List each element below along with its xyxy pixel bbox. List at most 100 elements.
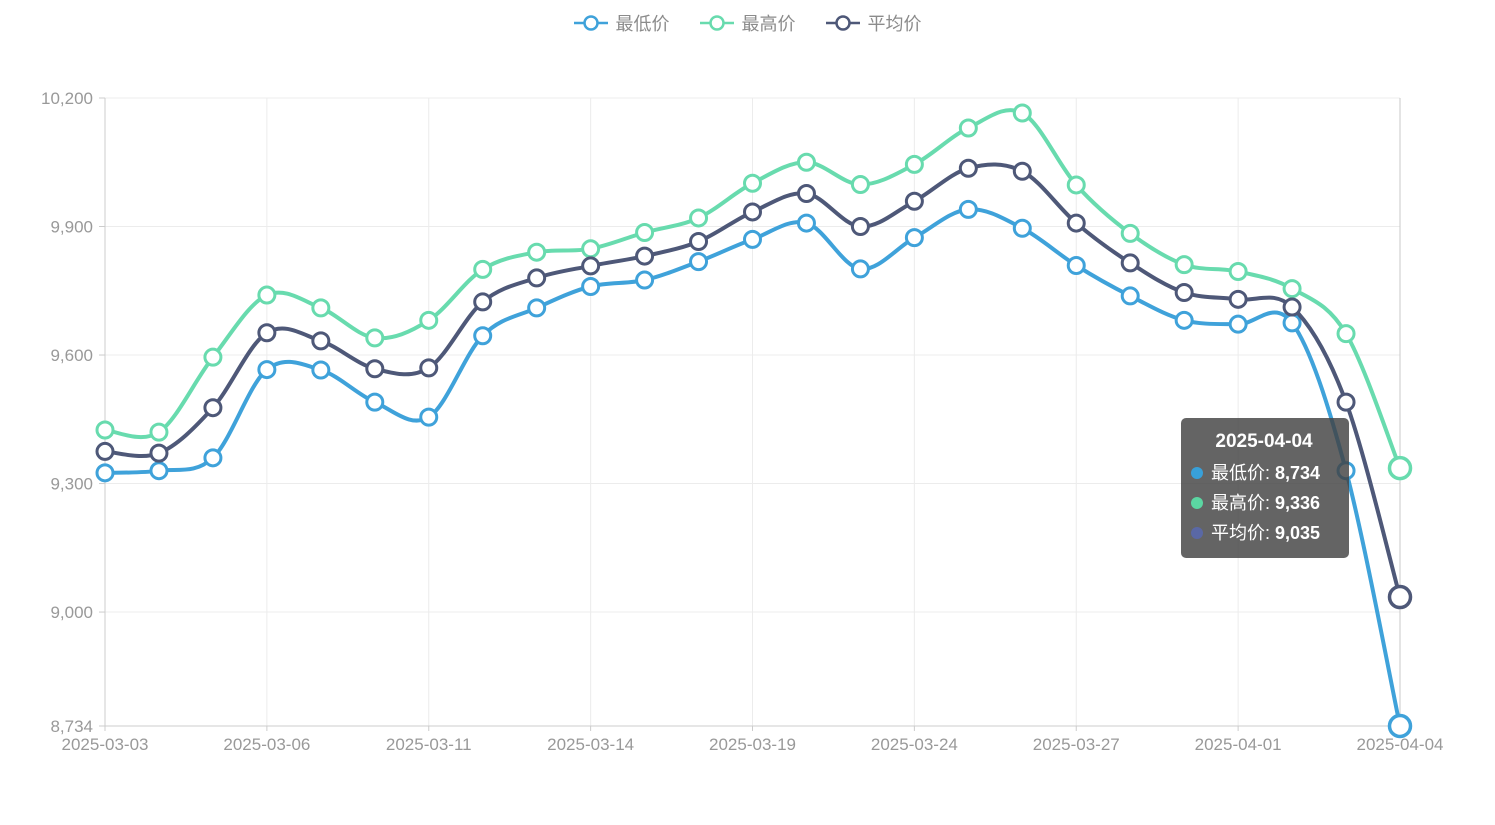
x-axis-label: 2025-03-11 (386, 735, 472, 754)
data-point-最低价-2025-03-05[interactable] (203, 448, 223, 468)
data-point-平均价-2025-03-31[interactable] (1174, 282, 1194, 302)
data-point-平均价-2025-03-17[interactable] (635, 246, 655, 266)
data-point-平均价-2025-03-13[interactable] (527, 268, 547, 288)
x-axis-label: 2025-04-01 (1195, 735, 1282, 754)
data-point-最高价-2025-04-04[interactable] (1387, 455, 1413, 481)
data-point-最低价-2025-04-04[interactable] (1387, 713, 1413, 739)
data-point-平均价-2025-03-07[interactable] (311, 331, 331, 351)
data-point-最低价-2025-03-11[interactable] (419, 407, 439, 427)
data-point-平均价-2025-03-05[interactable] (203, 398, 223, 418)
line-marker-icon (573, 15, 608, 31)
y-axis-label: 9,600 (50, 346, 93, 365)
data-point-最高价-2025-03-03[interactable] (95, 420, 115, 440)
data-point-最低价-2025-03-25[interactable] (958, 199, 978, 219)
data-point-平均价-2025-03-18[interactable] (689, 232, 709, 252)
data-point-最低价-2025-03-17[interactable] (635, 270, 655, 290)
x-axis-label: 2025-04-04 (1357, 735, 1444, 754)
data-point-最高价-2025-03-17[interactable] (635, 223, 655, 243)
data-point-最低价-2025-03-19[interactable] (743, 229, 762, 249)
legend-label: 最低价 (615, 14, 670, 34)
legend-label: 最高价 (741, 14, 796, 34)
data-point-最低价-2025-03-10[interactable] (365, 392, 385, 412)
data-point-最高价-2025-03-21[interactable] (850, 175, 870, 195)
data-point-最高价-2025-03-24[interactable] (904, 154, 924, 174)
data-point-最高价-2025-04-01[interactable] (1228, 261, 1248, 281)
line-marker-icon (699, 15, 734, 31)
data-point-平均价-2025-03-12[interactable] (473, 292, 493, 312)
data-point-平均价-2025-03-14[interactable] (581, 256, 601, 276)
legend-circle (834, 15, 851, 31)
data-point-平均价-2025-03-10[interactable] (365, 359, 385, 379)
data-point-最高价-2025-03-27[interactable] (1066, 175, 1086, 195)
data-point-平均价-2025-04-03[interactable] (1336, 392, 1356, 412)
x-axis-label: 2025-03-19 (709, 735, 796, 754)
data-point-最高价-2025-03-06[interactable] (257, 285, 277, 305)
data-point-最低价-2025-03-04[interactable] (149, 461, 169, 481)
data-point-最低价-2025-04-01[interactable] (1228, 314, 1248, 334)
legend-item-min-price[interactable]: 最低价 (573, 10, 670, 36)
data-point-平均价-2025-03-24[interactable] (904, 191, 924, 211)
data-point-最高价-2025-03-19[interactable] (743, 173, 762, 193)
data-point-最低价-2025-03-21[interactable] (850, 259, 870, 279)
data-point-最高价-2025-03-11[interactable] (419, 310, 439, 330)
data-point-最高价-2025-03-13[interactable] (527, 242, 547, 262)
data-point-最低价-2025-03-13[interactable] (527, 298, 547, 318)
data-point-最低价-2025-03-18[interactable] (689, 252, 709, 272)
data-point-最低价-2025-04-03[interactable] (1336, 461, 1356, 481)
data-point-平均价-2025-03-21[interactable] (850, 217, 870, 237)
data-point-平均价-2025-03-19[interactable] (743, 202, 762, 222)
data-point-最高价-2025-03-07[interactable] (311, 298, 331, 318)
y-axis-label: 9,000 (50, 603, 93, 622)
data-point-最高价-2025-03-05[interactable] (203, 347, 223, 367)
data-point-平均价-2025-04-01[interactable] (1228, 289, 1248, 309)
data-point-最高价-2025-03-26[interactable] (1012, 103, 1032, 123)
data-point-最低价-2025-03-28[interactable] (1120, 286, 1140, 306)
data-point-平均价-2025-03-25[interactable] (958, 158, 978, 178)
legend-circle (708, 15, 725, 31)
data-point-平均价-2025-04-02[interactable] (1282, 297, 1302, 317)
legend-item-avg-price[interactable]: 平均价 (825, 10, 922, 36)
data-point-最高价-2025-04-02[interactable] (1282, 279, 1302, 299)
data-point-平均价-2025-03-20[interactable] (796, 184, 816, 204)
data-point-平均价-2025-04-04[interactable] (1387, 584, 1413, 610)
data-point-最低价-2025-03-31[interactable] (1174, 310, 1194, 330)
x-axis-label: 2025-03-27 (1033, 735, 1120, 754)
data-point-最高价-2025-03-04[interactable] (149, 422, 169, 442)
data-point-最高价-2025-03-10[interactable] (365, 328, 385, 348)
data-point-平均价-2025-03-03[interactable] (95, 441, 115, 461)
data-point-最低价-2025-03-24[interactable] (904, 228, 924, 248)
data-point-平均价-2025-03-11[interactable] (419, 358, 439, 378)
data-point-最低价-2025-04-02[interactable] (1282, 313, 1302, 333)
data-point-最低价-2025-03-14[interactable] (581, 276, 601, 296)
data-point-最高价-2025-03-12[interactable] (473, 259, 493, 279)
data-point-最高价-2025-03-20[interactable] (796, 152, 816, 172)
data-point-最低价-2025-03-03[interactable] (95, 463, 115, 483)
data-point-最高价-2025-03-18[interactable] (689, 208, 709, 228)
data-point-最低价-2025-03-07[interactable] (311, 360, 331, 380)
legend-circle (582, 15, 599, 31)
data-point-最高价-2025-03-25[interactable] (958, 118, 978, 138)
data-point-最低价-2025-03-26[interactable] (1012, 218, 1032, 238)
data-point-最低价-2025-03-20[interactable] (796, 213, 816, 233)
data-point-最低价-2025-03-06[interactable] (257, 360, 277, 380)
x-axis-label: 2025-03-24 (871, 735, 958, 754)
legend: 最低价 最高价 平均价 (0, 10, 1495, 36)
data-point-平均价-2025-03-06[interactable] (257, 323, 277, 343)
data-point-平均价-2025-03-26[interactable] (1012, 161, 1032, 181)
legend-item-max-price[interactable]: 最高价 (699, 10, 796, 36)
data-point-最高价-2025-03-14[interactable] (581, 239, 601, 259)
data-point-最高价-2025-03-28[interactable] (1120, 223, 1140, 243)
x-axis-label: 2025-03-03 (62, 735, 149, 754)
x-axis-label: 2025-03-06 (223, 735, 310, 754)
y-axis-label: 8,734 (50, 717, 93, 736)
y-axis-label: 9,900 (50, 218, 93, 237)
data-point-最高价-2025-04-03[interactable] (1336, 324, 1356, 344)
data-point-平均价-2025-03-04[interactable] (149, 443, 169, 463)
data-point-最低价-2025-03-27[interactable] (1066, 255, 1086, 275)
data-point-最低价-2025-03-12[interactable] (473, 326, 493, 346)
data-point-最高价-2025-03-31[interactable] (1174, 255, 1194, 275)
data-point-平均价-2025-03-27[interactable] (1066, 213, 1086, 233)
data-point-平均价-2025-03-28[interactable] (1120, 253, 1140, 273)
